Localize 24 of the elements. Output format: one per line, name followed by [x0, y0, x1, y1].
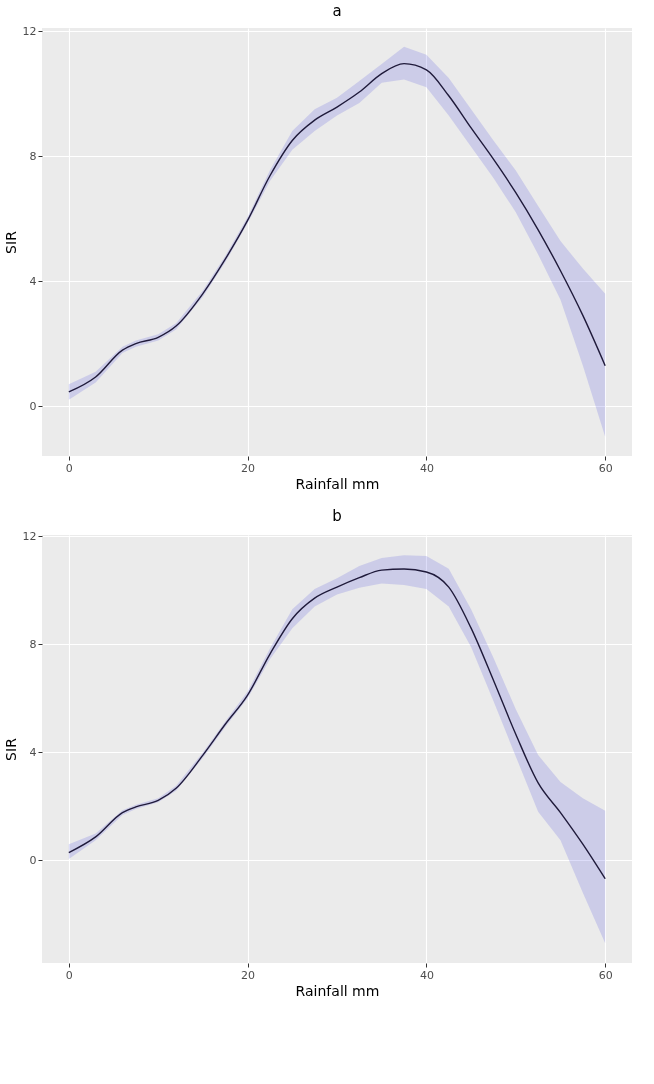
y-tick-label: 4	[29, 274, 37, 288]
y-tick-label: 0	[29, 853, 37, 867]
y-tick-label: 8	[29, 149, 37, 163]
y-tick-label: 12	[22, 24, 37, 38]
x-tick-label: 40	[419, 461, 434, 475]
y-axis-title: SIR	[2, 230, 19, 254]
x-axis-title: Rainfall mm	[295, 982, 380, 999]
x-tick-label: 0	[65, 461, 73, 475]
x-tick-label: 0	[65, 968, 73, 982]
x-axis-title: Rainfall mm	[295, 475, 380, 492]
x-tick-label: 20	[241, 968, 256, 982]
x-tick-label: 20	[241, 461, 256, 475]
line-series	[68, 568, 606, 880]
y-axis-title: SIR	[2, 737, 19, 761]
x-tick-label: 40	[419, 968, 434, 982]
y-tick-label: 0	[29, 399, 37, 413]
x-tick-label: 60	[598, 968, 613, 982]
line-series	[68, 62, 606, 393]
y-tick-label: 12	[22, 529, 37, 543]
chart-title: a	[332, 2, 342, 21]
x-tick-label: 60	[598, 461, 613, 475]
y-tick-label: 8	[29, 637, 37, 651]
chart-title: b	[332, 507, 342, 526]
y-tick-label: 4	[29, 745, 37, 759]
